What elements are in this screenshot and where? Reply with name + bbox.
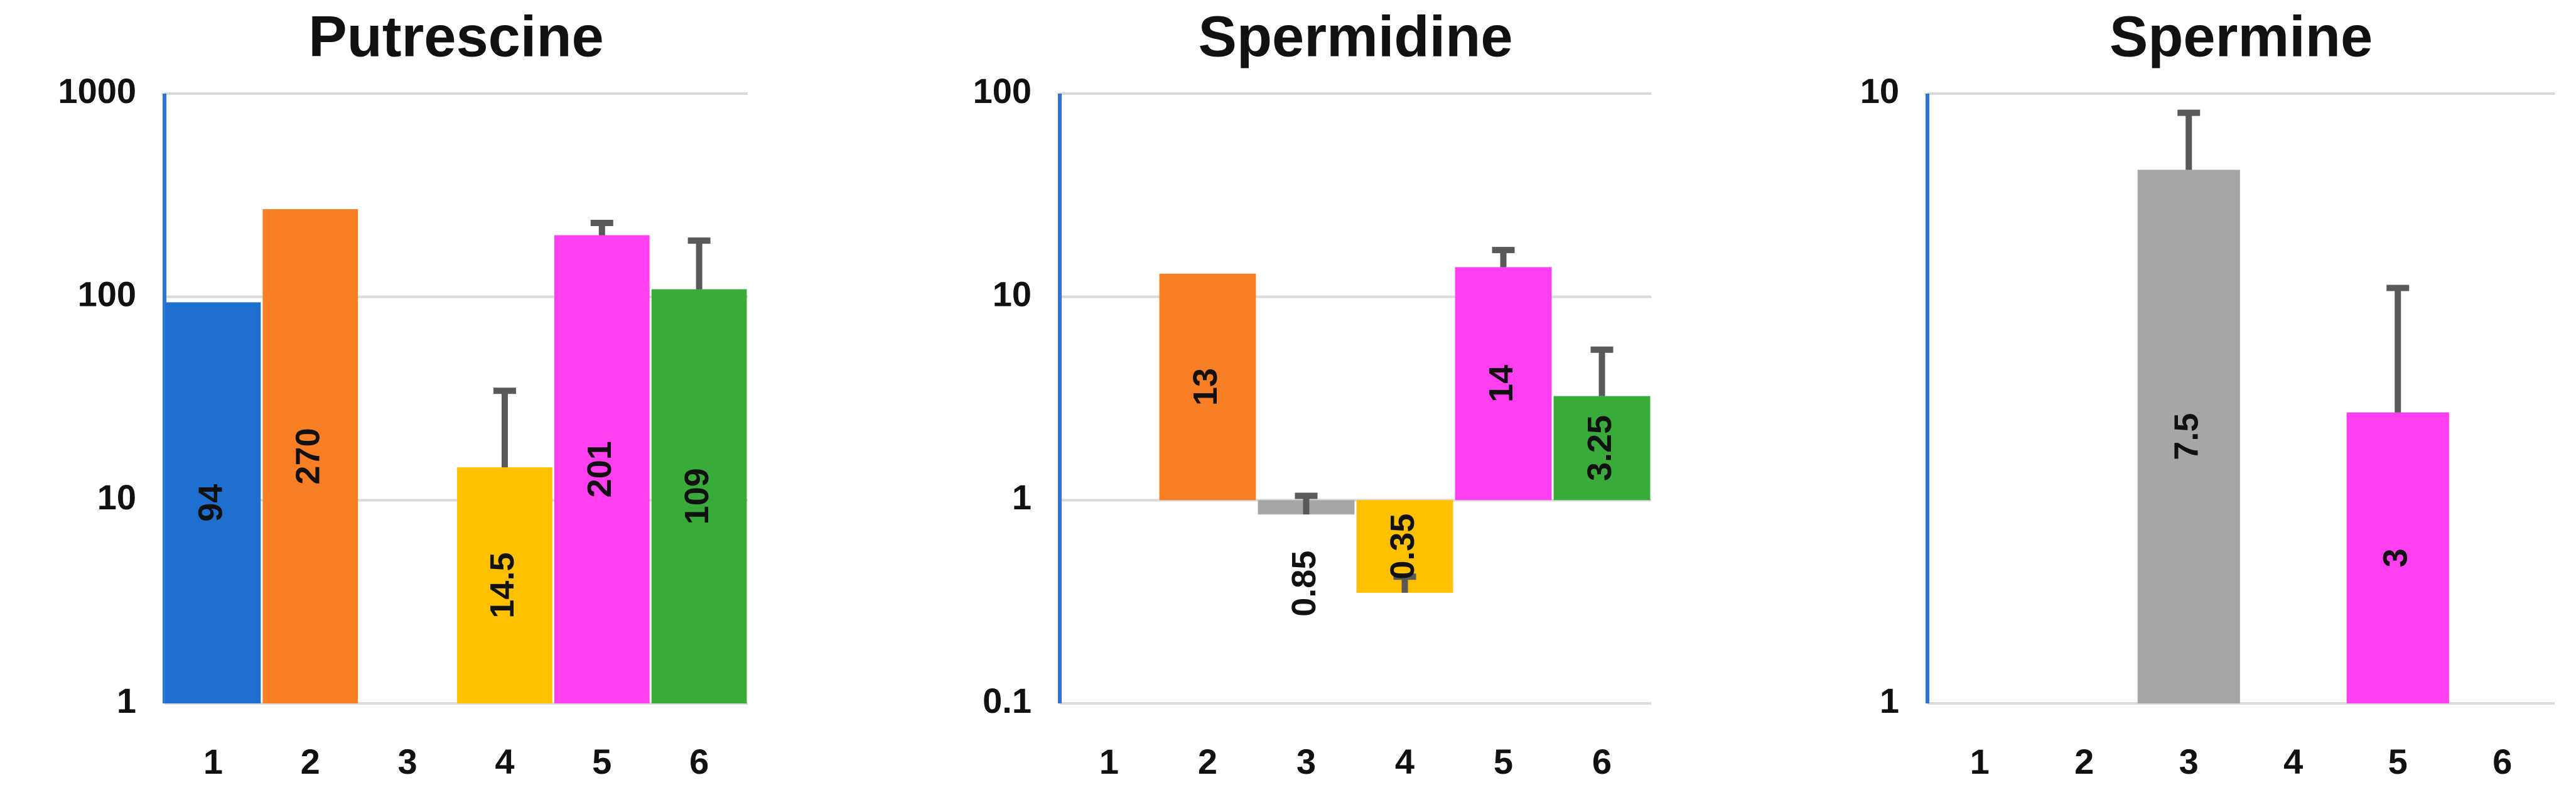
data-label: 94 [192,484,230,522]
x-tick-label: 6 [1592,742,1612,781]
x-tick-label: 6 [2492,742,2512,781]
error-bar [1590,346,1614,396]
bar [1553,396,1651,501]
data-label: 201 [581,441,618,497]
data-label: 109 [678,468,716,524]
data-label: 13 [1187,368,1224,406]
error-bar [590,219,613,236]
x-tick-label: 2 [2074,742,2094,781]
x-tick-label: 6 [689,742,709,781]
x-tick-label: 4 [2283,742,2303,781]
bar [1455,267,1552,501]
chart-title: Putrescine [308,4,603,68]
error-bar [1393,573,1416,593]
error-bar [2177,109,2201,170]
y-tick-label: 0.1 [983,681,1032,720]
y-tick-label: 100 [78,274,136,313]
y-tick-label: 1 [1012,477,1032,517]
y-tick-label: 10 [993,274,1032,313]
bar [2346,412,2449,703]
error-bar [687,237,711,290]
data-label: 7.5 [2168,413,2206,460]
x-tick-label: 1 [1970,742,1990,781]
y-tick-label: 10 [97,477,136,517]
x-tick-label: 1 [203,742,223,781]
bar [457,467,552,703]
bar [651,289,747,703]
data-label: 3 [2377,548,2415,567]
x-tick-label: 3 [2179,742,2199,781]
data-label: 3.25 [1581,415,1619,481]
y-tick-label: 10 [1860,71,1899,111]
x-tick-label: 3 [398,742,418,781]
error-bar [493,387,516,468]
bar [262,209,358,703]
bar [165,302,261,704]
bar [554,235,650,703]
bar [2137,170,2240,703]
x-tick-label: 5 [2388,742,2408,781]
data-label: 14 [1482,365,1520,403]
x-tick-label: 4 [1395,742,1415,781]
y-tick-label: 1000 [58,71,136,111]
y-tick-label: 100 [973,71,1032,111]
data-label: 270 [289,428,327,484]
error-bar [1295,492,1318,515]
y-tick-label: 1 [117,681,136,720]
x-tick-label: 2 [301,742,320,781]
error-bar [1492,247,1515,268]
bar [1159,273,1256,501]
x-tick-label: 5 [592,742,612,781]
x-tick-label: 1 [1099,742,1119,781]
data-label: 0.35 [1384,514,1421,580]
error-bar [2386,284,2410,413]
chart-title: Spermine [2110,4,2373,68]
chart-title: Spermidine [1198,4,1512,68]
x-tick-label: 3 [1296,742,1316,781]
y-tick-label: 1 [1880,681,1899,720]
data-label: 0.85 [1285,551,1323,617]
data-label: 14.5 [483,552,521,618]
x-tick-label: 4 [495,742,514,781]
x-tick-label: 5 [1494,742,1513,781]
x-tick-label: 2 [1198,742,1217,781]
